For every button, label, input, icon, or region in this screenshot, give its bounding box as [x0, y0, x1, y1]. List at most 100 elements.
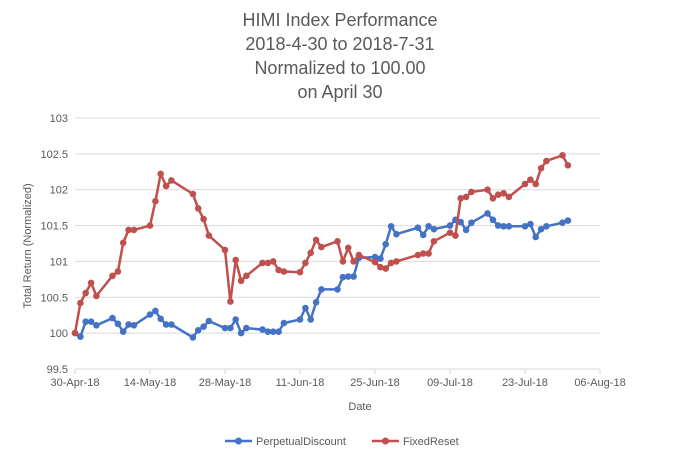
series-fixedreset	[71, 152, 572, 337]
data-point-perpetualdiscount	[350, 273, 357, 280]
data-point-perpetualdiscount	[189, 334, 197, 341]
data-point-perpetualdiscount	[430, 225, 438, 233]
data-point-fixedreset	[559, 152, 566, 159]
data-point-fixedreset	[500, 190, 507, 197]
data-point-perpetualdiscount	[109, 314, 116, 322]
y-tick-label: 102	[50, 185, 68, 197]
data-point-perpetualdiscount	[334, 286, 341, 293]
data-point-fixedreset	[125, 226, 132, 234]
y-axis-title: Total Return (Normalized)	[22, 183, 34, 308]
data-point-perpetualdiscount	[77, 333, 84, 341]
data-point-perpetualdiscount	[194, 327, 202, 334]
data-point-fixedreset	[446, 229, 454, 236]
data-point-fixedreset	[82, 289, 89, 297]
data-point-perpetualdiscount	[414, 224, 422, 231]
data-point-fixedreset	[259, 259, 266, 267]
data-point-perpetualdiscount	[425, 223, 432, 230]
data-point-perpetualdiscount	[264, 328, 272, 336]
chart-title: HIMI Index Performance 2018-4-30 to 2018…	[242, 10, 437, 102]
chart-title-line-4: on April 30	[297, 82, 382, 102]
data-point-perpetualdiscount	[114, 320, 122, 328]
series-layer	[71, 152, 572, 341]
data-point-fixedreset	[77, 299, 84, 307]
data-point-perpetualdiscount	[296, 316, 304, 323]
data-point-perpetualdiscount	[200, 323, 207, 331]
data-point-perpetualdiscount	[87, 318, 95, 326]
y-tick-label: 99.5	[47, 364, 68, 376]
data-point-fixedreset	[393, 258, 400, 265]
data-point-fixedreset	[382, 265, 390, 272]
data-point-fixedreset	[227, 298, 234, 305]
data-point-perpetualdiscount	[125, 321, 132, 328]
data-point-fixedreset	[350, 258, 357, 265]
data-point-perpetualdiscount	[419, 231, 427, 239]
data-point-perpetualdiscount	[130, 322, 138, 329]
data-point-perpetualdiscount	[559, 219, 566, 226]
data-point-fixedreset	[93, 292, 100, 300]
data-point-fixedreset	[302, 259, 309, 267]
data-point-perpetualdiscount	[237, 329, 245, 337]
data-point-fixedreset	[205, 232, 213, 239]
legend-swatch-marker	[382, 437, 389, 445]
data-point-fixedreset	[157, 170, 164, 178]
legend-label: PerpetualDiscount	[256, 436, 346, 448]
y-tick-label: 103	[50, 113, 68, 125]
data-point-perpetualdiscount	[227, 324, 234, 332]
x-tick-label: 14-May-18	[124, 377, 177, 389]
data-point-perpetualdiscount	[344, 273, 352, 280]
data-point-perpetualdiscount	[489, 216, 497, 224]
data-point-perpetualdiscount	[312, 299, 320, 306]
data-point-perpetualdiscount	[339, 273, 347, 281]
legend-item-perpetualdiscount: PerpetualDiscount	[225, 436, 346, 448]
data-point-fixedreset	[168, 177, 175, 184]
data-point-perpetualdiscount	[382, 240, 390, 248]
data-point-fixedreset	[307, 249, 315, 257]
data-point-fixedreset	[344, 244, 352, 252]
data-point-fixedreset	[221, 246, 229, 254]
data-point-fixedreset	[269, 258, 277, 265]
y-axis-tick-labels: 99.5 100 100.5 101 101.5 102 102.5 103	[40, 113, 68, 376]
x-tick-label: 30-Apr-18	[51, 377, 100, 389]
data-point-perpetualdiscount	[232, 316, 239, 323]
data-point-fixedreset	[521, 180, 529, 188]
x-tick-label: 25-Jun-18	[350, 377, 400, 389]
data-point-fixedreset	[462, 193, 470, 201]
data-point-perpetualdiscount	[93, 322, 100, 329]
legend-item-fixedreset: FixedReset	[372, 436, 459, 448]
chart-title-line-3: Normalized to 100.00	[254, 58, 425, 78]
legend: PerpetualDiscount FixedReset	[225, 436, 459, 448]
data-point-perpetualdiscount	[318, 286, 325, 293]
data-point-fixedreset	[537, 164, 545, 172]
data-point-fixedreset	[527, 176, 534, 183]
data-point-fixedreset	[152, 197, 159, 205]
data-point-fixedreset	[468, 188, 475, 196]
data-point-perpetualdiscount	[302, 304, 309, 312]
y-tick-label: 101	[50, 256, 68, 268]
data-point-fixedreset	[425, 250, 432, 257]
data-point-fixedreset	[264, 259, 272, 267]
data-point-fixedreset	[377, 263, 384, 271]
data-point-fixedreset	[296, 268, 304, 276]
data-point-perpetualdiscount	[387, 223, 395, 230]
data-point-perpetualdiscount	[494, 222, 502, 229]
data-point-fixedreset	[146, 222, 154, 229]
y-tick-label: 102.5	[40, 149, 68, 161]
data-point-perpetualdiscount	[146, 311, 154, 318]
data-point-fixedreset	[130, 226, 138, 234]
data-point-perpetualdiscount	[484, 210, 491, 217]
data-point-fixedreset	[119, 239, 127, 247]
data-point-fixedreset	[109, 272, 116, 280]
legend-label: FixedReset	[403, 436, 459, 448]
data-point-perpetualdiscount	[307, 316, 315, 323]
data-point-perpetualdiscount	[527, 220, 534, 228]
data-point-perpetualdiscount	[119, 328, 127, 336]
data-point-fixedreset	[564, 162, 572, 169]
chart-title-line-2: 2018-4-30 to 2018-7-31	[245, 34, 434, 54]
data-point-fixedreset	[237, 277, 245, 285]
data-point-perpetualdiscount	[393, 230, 400, 238]
data-point-fixedreset	[71, 329, 79, 337]
series-perpetualdiscount	[71, 210, 572, 341]
data-point-fixedreset	[189, 190, 197, 198]
data-point-fixedreset	[419, 250, 427, 257]
data-point-perpetualdiscount	[269, 328, 277, 336]
